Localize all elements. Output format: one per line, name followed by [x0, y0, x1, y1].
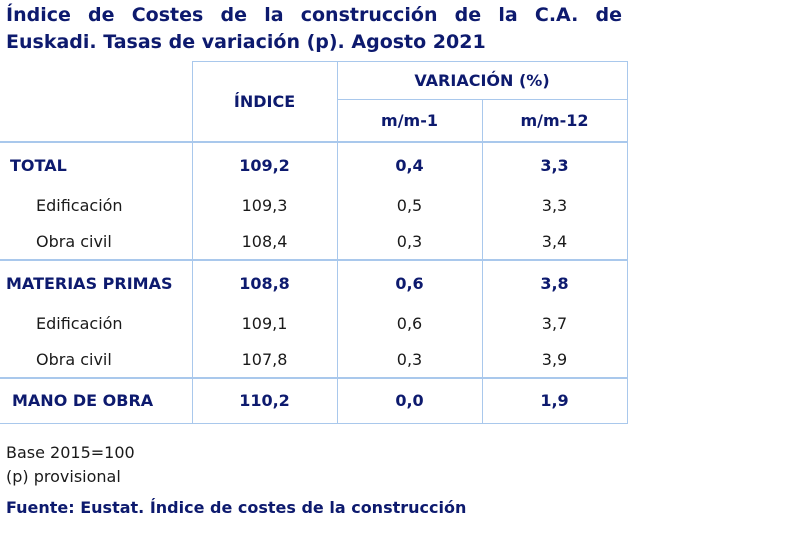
row-label: MANO DE OBRA [12, 391, 154, 411]
mm1-value: 0,6 [336, 259, 482, 306]
row-label: Edificación [36, 196, 123, 215]
header-mm1: m/m-1 [336, 99, 482, 142]
cost-index-table: ÍNDICE VARIACIÓN (%) m/m-1 m/m-12 TOTAL … [0, 61, 628, 424]
index-value: 110,2 [191, 377, 337, 424]
index-value: 109,2 [191, 141, 337, 188]
header-mm12: m/m-12 [481, 99, 628, 142]
table-row: Edificación 109,1 0,6 3,7 [0, 305, 628, 342]
header-empty-cell [0, 62, 192, 142]
header-index: ÍNDICE [191, 61, 337, 142]
row-label: Obra civil [36, 349, 112, 369]
mm1-value: 0,6 [336, 305, 482, 342]
header-variation: VARIACIÓN (%) [336, 61, 628, 100]
table-row: Obra civil 108,4 0,3 3,4 [0, 223, 628, 260]
table-row: Obra civil 107,8 0,3 3,9 [0, 341, 628, 378]
row-label: Edificación [36, 314, 123, 333]
page-title: Índice de Costes de la construcción de l… [6, 4, 622, 53]
mm12-value: 1,9 [481, 377, 628, 424]
index-value: 108,4 [191, 223, 337, 260]
table-row: TOTAL 109,2 0,4 3,3 [0, 141, 628, 188]
row-label: MATERIAS PRIMAS [6, 273, 173, 293]
mm1-value: 0,3 [336, 341, 482, 378]
mm12-value: 3,3 [481, 187, 628, 224]
mm1-value: 0,5 [336, 187, 482, 224]
table-notes: Base 2015=100 (p) provisional [6, 441, 135, 489]
mm12-value: 3,3 [481, 141, 628, 188]
table-row: MATERIAS PRIMAS 108,8 0,6 3,8 [0, 259, 628, 306]
table-row: Edificación 109,3 0,5 3,3 [0, 187, 628, 224]
base-note: Base 2015=100 [6, 443, 135, 462]
mm12-value: 3,7 [481, 305, 628, 342]
mm12-value: 3,4 [481, 223, 628, 260]
source-note: Fuente: Eustat. Índice de costes de la c… [6, 498, 467, 517]
mm12-value: 3,9 [481, 341, 628, 378]
mm1-value: 0,0 [336, 377, 482, 424]
provisional-note: (p) provisional [6, 467, 121, 486]
row-label: TOTAL [10, 155, 67, 175]
mm1-value: 0,3 [336, 223, 482, 260]
mm12-value: 3,8 [481, 259, 628, 306]
index-value: 109,3 [191, 187, 337, 224]
table-row: MANO DE OBRA 110,2 0,0 1,9 [0, 377, 628, 424]
index-value: 107,8 [191, 341, 337, 378]
index-value: 109,1 [191, 305, 337, 342]
mm1-value: 0,4 [336, 141, 482, 188]
row-label: Obra civil [36, 231, 112, 251]
index-value: 108,8 [191, 259, 337, 306]
